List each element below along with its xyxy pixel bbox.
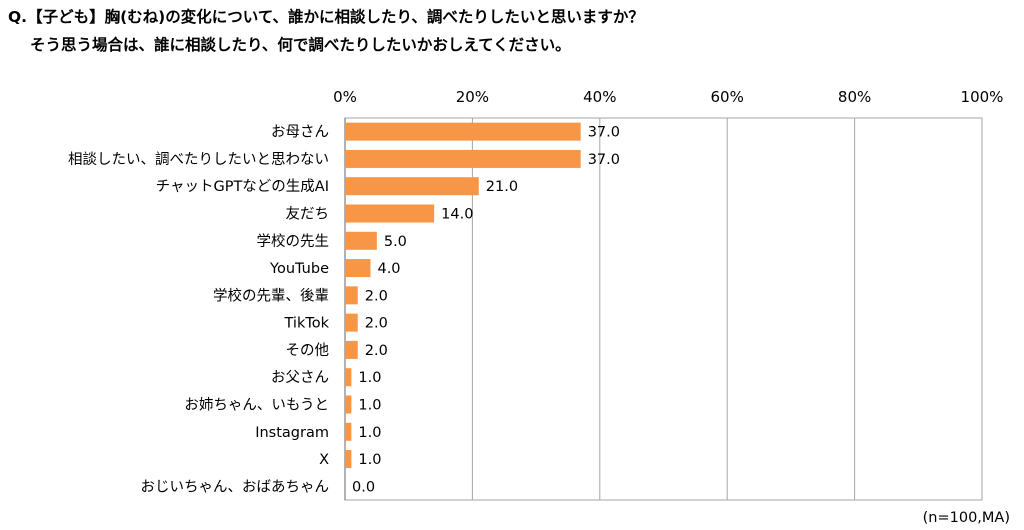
value-label-12: 1.0 — [358, 425, 381, 441]
category-label-4: 友だち — [286, 206, 330, 223]
category-label-2: 相談したい、調べたりしたいと思わない — [68, 151, 329, 168]
category-label-11: お姉ちゃん、いもうと — [184, 397, 329, 414]
x-tick-label-20: 20% — [456, 88, 489, 106]
bar-11 — [345, 395, 352, 414]
category-label-6: YouTube — [269, 261, 329, 277]
bar-13 — [345, 450, 352, 469]
category-label-14: おじいちゃん、おばあちゃん — [141, 478, 330, 495]
value-label-11: 1.0 — [358, 398, 381, 414]
category-label-12: Instagram — [255, 425, 329, 441]
bar-10 — [345, 368, 352, 387]
bar-8 — [345, 313, 358, 332]
value-label-10: 1.0 — [358, 370, 381, 386]
question-title-line2: そう思う場合は、誰に相談したり、何で調べたりしたいかおしえてください。 — [30, 36, 571, 54]
category-label-3: チャットGPTなどの生成AI — [156, 178, 329, 195]
category-label-9: その他 — [286, 342, 330, 359]
value-label-8: 2.0 — [365, 316, 388, 332]
value-label-6: 4.0 — [377, 261, 400, 277]
category-label-7: 学校の先輩、後輩 — [213, 287, 329, 304]
value-label-7: 2.0 — [365, 288, 388, 304]
value-label-5: 5.0 — [384, 234, 407, 250]
bar-9 — [345, 340, 358, 359]
x-tick-label-80: 80% — [838, 88, 871, 106]
category-label-8: TikTok — [284, 316, 330, 332]
x-tick-label-40: 40% — [583, 88, 616, 106]
x-tick-label-100: 100% — [961, 88, 1004, 106]
category-label-13: X — [319, 452, 329, 468]
bar-3 — [345, 177, 479, 196]
value-label-13: 1.0 — [358, 452, 381, 468]
value-label-9: 2.0 — [365, 343, 388, 359]
bar-6 — [345, 259, 371, 278]
bar-1 — [345, 122, 581, 141]
bar-2 — [345, 149, 581, 168]
category-label-1: お母さん — [271, 124, 329, 141]
category-label-5: 学校の先生 — [257, 233, 330, 250]
sample-size-note: (n=100,MA) — [922, 510, 1010, 526]
category-label-10: お父さん — [271, 369, 329, 386]
value-label-2: 37.0 — [588, 152, 620, 168]
bar-5 — [345, 231, 377, 250]
value-label-3: 21.0 — [486, 179, 518, 195]
question-title-line1: Q.【子ども】胸(むね)の変化について、誰かに相談したり、調べたりしたいと思いま… — [8, 8, 644, 26]
value-label-14: 0.0 — [352, 479, 375, 495]
plot-area-frame — [344, 117, 983, 501]
x-tick-label-0: 0% — [333, 88, 357, 106]
value-label-4: 14.0 — [441, 207, 473, 223]
bar-4 — [345, 204, 435, 223]
value-label-1: 37.0 — [588, 125, 620, 141]
bar-7 — [345, 286, 358, 305]
x-tick-label-60: 60% — [711, 88, 744, 106]
bar-12 — [345, 422, 352, 441]
